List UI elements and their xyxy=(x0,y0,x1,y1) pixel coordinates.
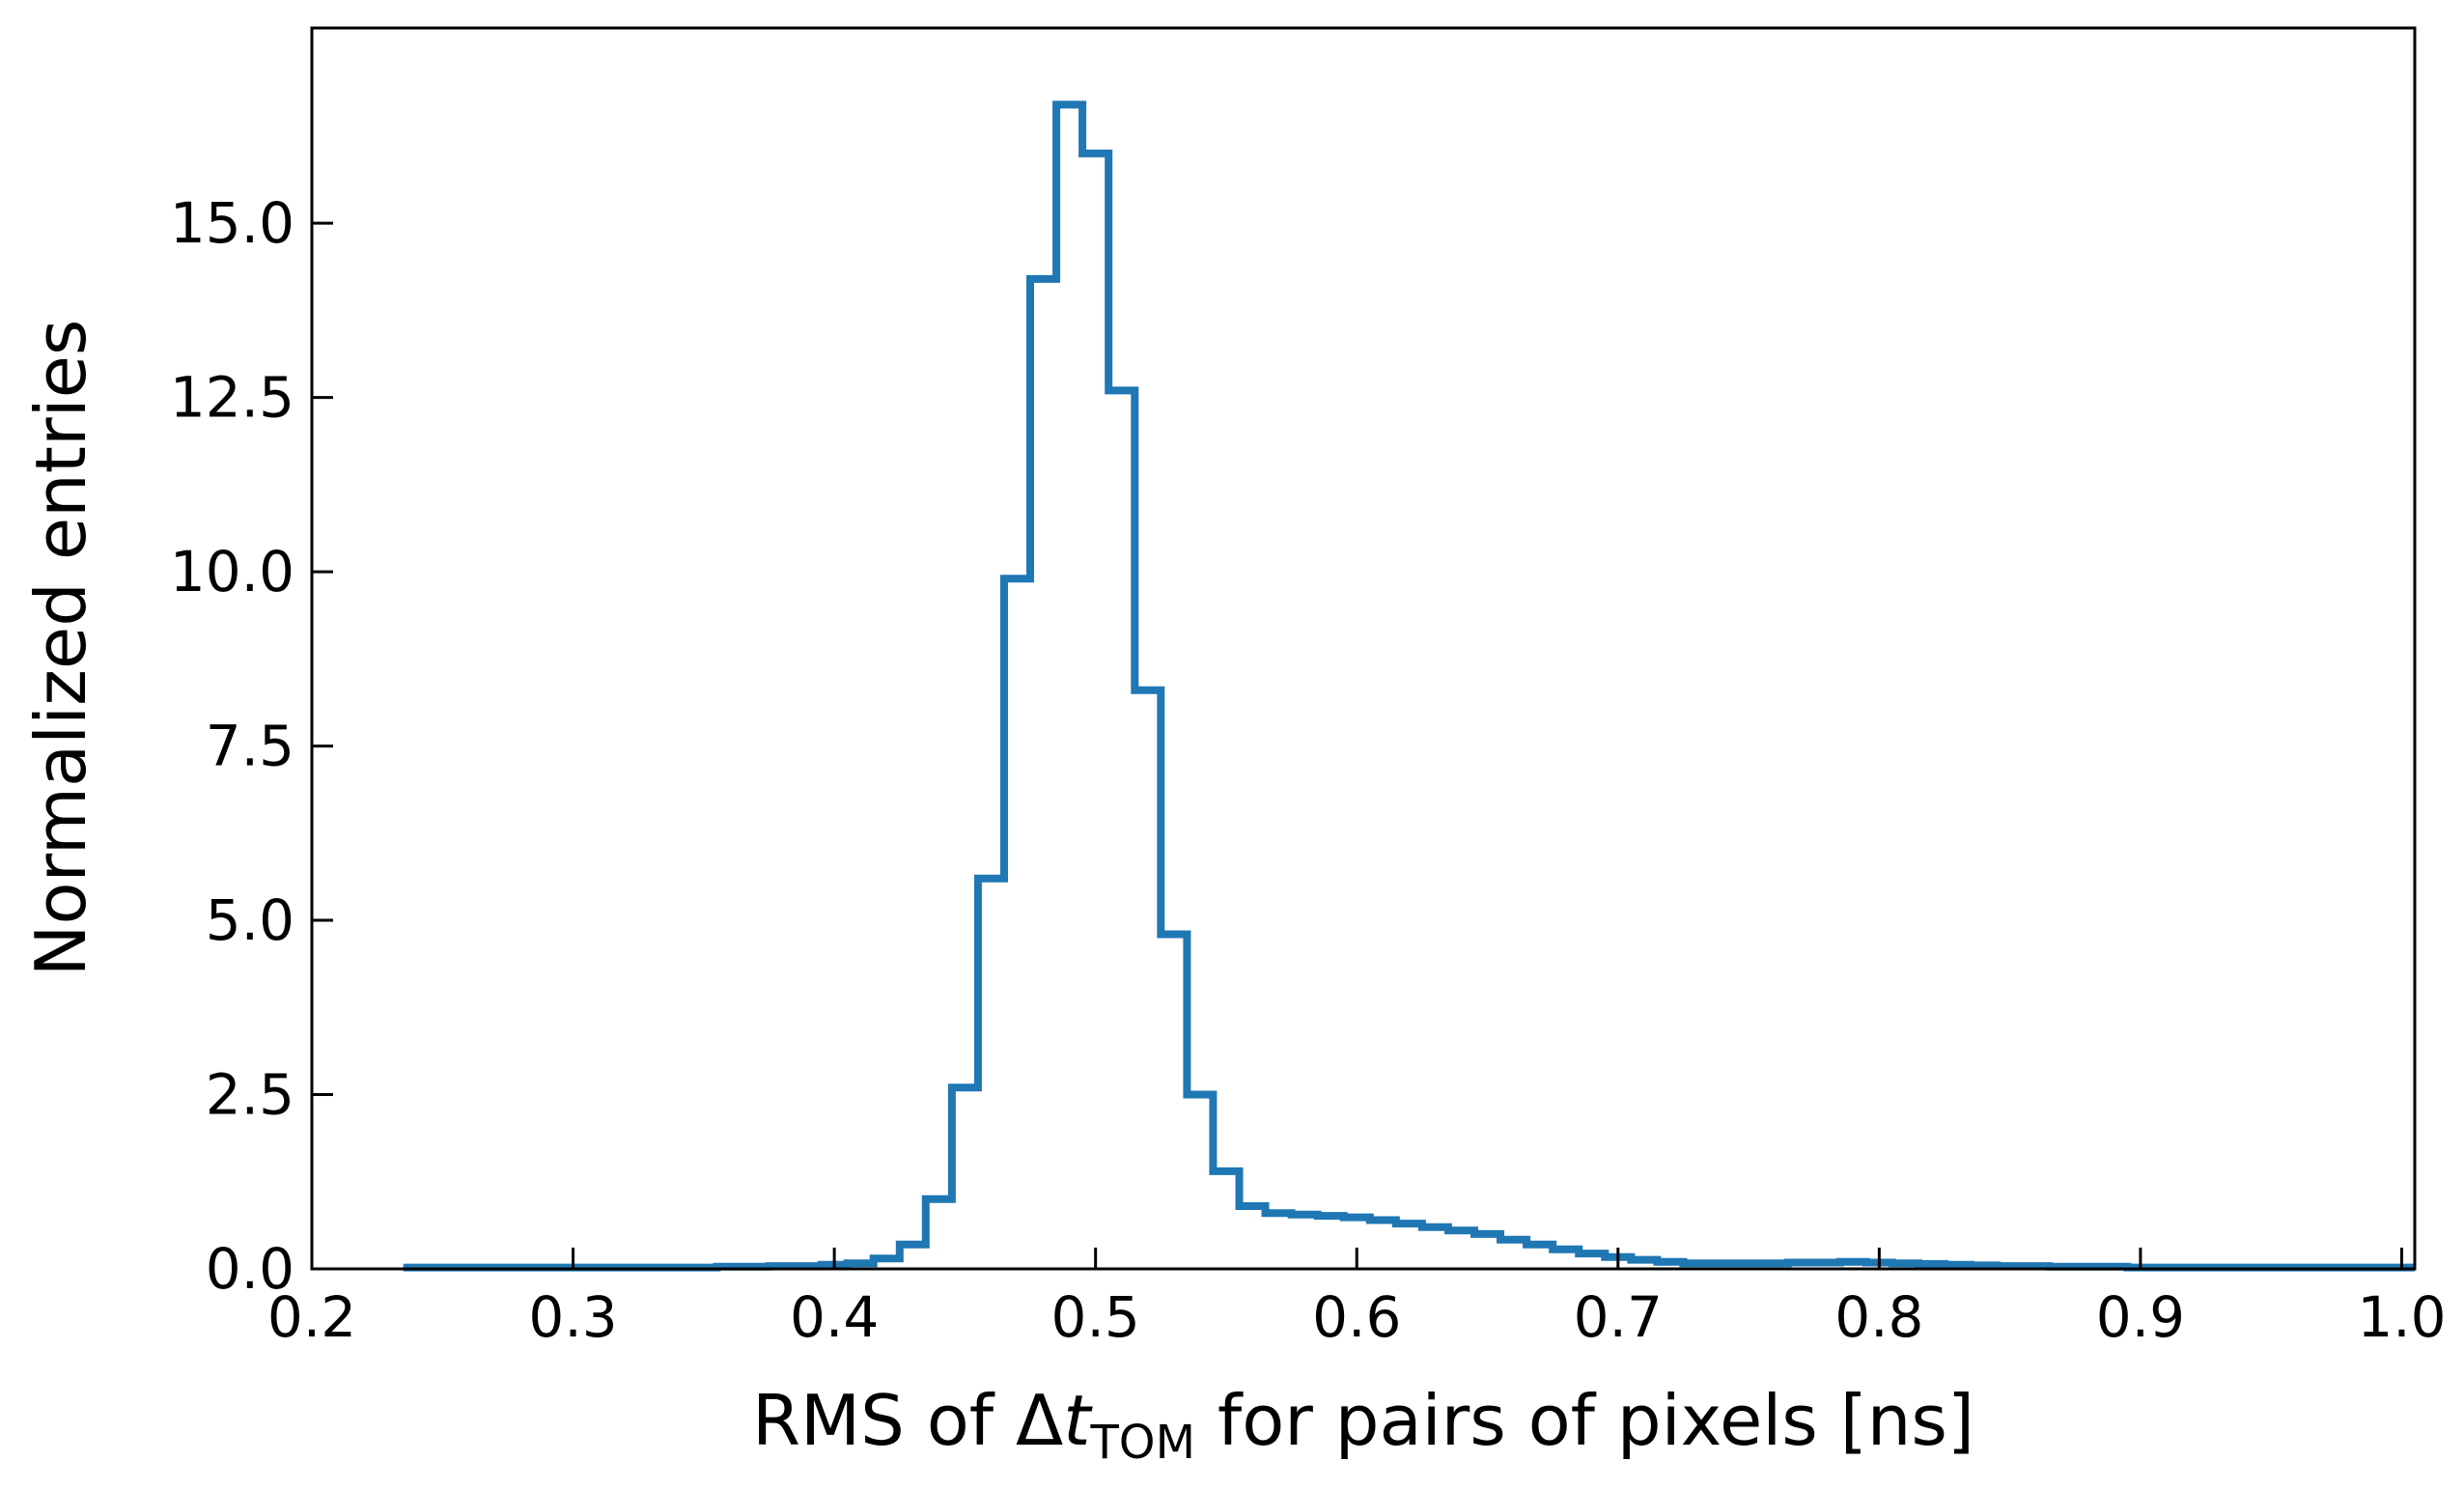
histogram-bin xyxy=(1134,690,1161,1269)
y-tick-label: 0.0 xyxy=(206,1236,294,1302)
histogram-bin xyxy=(1108,390,1134,1269)
histogram-bin xyxy=(926,1199,952,1269)
histogram-bin xyxy=(1553,1250,1579,1269)
histogram-bin xyxy=(1240,1206,1266,1269)
histogram-bin xyxy=(1526,1245,1553,1269)
x-axis-label-suffix: for pairs of pixels [ns] xyxy=(1195,1380,1974,1461)
histogram-bin xyxy=(1082,154,1108,1269)
x-tick-label: 1.0 xyxy=(2357,1284,2446,1350)
histogram-bin xyxy=(1161,935,1187,1270)
x-tick-label: 0.9 xyxy=(2096,1284,2185,1350)
x-tick-label: 0.8 xyxy=(1834,1284,1923,1350)
histogram-bin xyxy=(1056,104,1082,1269)
histogram-bin xyxy=(978,879,1004,1269)
plot-area xyxy=(403,100,2415,1272)
histogram-bin xyxy=(1500,1240,1526,1269)
histogram-bin xyxy=(1318,1216,1344,1269)
histogram-bin xyxy=(1030,279,1056,1269)
x-tick-label: 0.5 xyxy=(1051,1284,1140,1350)
histogram-bin xyxy=(1266,1213,1292,1269)
x-tick-label: 0.4 xyxy=(790,1284,879,1350)
histogram-bin xyxy=(1422,1227,1448,1269)
histogram-bin xyxy=(1579,1253,1605,1269)
y-tick-label: 7.5 xyxy=(206,714,294,779)
x-axis-label: RMS of ΔtTOM for pairs of pixels [ns] xyxy=(752,1380,1974,1470)
y-axis-label: Normalized entries xyxy=(20,320,101,977)
x-axis-label-symbol: t xyxy=(1063,1380,1093,1461)
histogram-bin xyxy=(1370,1221,1396,1270)
histogram-bin xyxy=(1187,1095,1213,1270)
histogram-bin xyxy=(1292,1215,1318,1269)
histogram-bin xyxy=(1396,1223,1422,1269)
histogram-bin xyxy=(1004,578,1030,1269)
x-tick-label: 0.3 xyxy=(528,1284,617,1350)
y-tick-label: 5.0 xyxy=(206,887,294,953)
y-tick-label: 12.5 xyxy=(170,365,294,431)
x-tick-label: 0.2 xyxy=(267,1284,356,1350)
y-tick-label: 15.0 xyxy=(170,190,294,256)
axis-ticks: 0.2 0.3 0.4 0.5 0.6 0.7 0.8 0.9 1.0 0.0 2.5 5.0 7.5 1… xyxy=(170,190,2447,1350)
histogram-bin xyxy=(1474,1234,1500,1269)
x-tick-label: 0.7 xyxy=(1574,1284,1663,1350)
histogram-bin xyxy=(952,1087,978,1269)
histogram-bin xyxy=(1448,1230,1474,1269)
y-tick-label: 2.5 xyxy=(206,1062,294,1128)
histogram-bin xyxy=(1213,1171,1239,1269)
histogram-step-line xyxy=(403,100,2415,1272)
histogram-bin xyxy=(900,1245,926,1269)
x-axis-label-subscript: TOM xyxy=(1089,1416,1195,1470)
y-tick-label: 10.0 xyxy=(170,539,294,604)
axes-frame xyxy=(310,26,2417,1271)
x-axis-label-prefix: RMS of Δ xyxy=(752,1380,1063,1461)
x-tick-label: 0.6 xyxy=(1312,1284,1401,1350)
histogram-bin xyxy=(874,1258,900,1269)
